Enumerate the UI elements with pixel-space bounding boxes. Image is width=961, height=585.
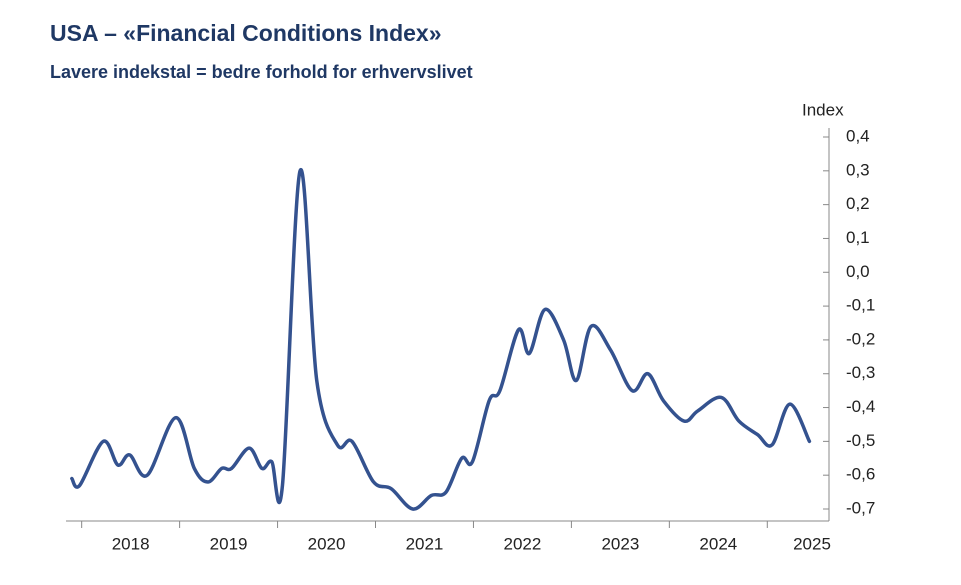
x-tick-label: 2020 (308, 534, 346, 553)
y-tick-label: -0,6 (846, 465, 875, 484)
y-tick-label: -0,5 (846, 431, 875, 450)
x-tick-label: 2023 (601, 534, 639, 553)
chart-subtitle: Lavere indekstal = bedre forhold for erh… (50, 62, 473, 82)
y-tick-label: 0,0 (846, 262, 870, 281)
x-tick-label: 2018 (112, 534, 150, 553)
y-tick-label: 0,1 (846, 228, 870, 247)
x-tick-label: 2025 (793, 534, 831, 553)
y-tick-label: -0,7 (846, 498, 875, 517)
y-tick-label: -0,1 (846, 296, 875, 315)
x-tick-label: 2019 (210, 534, 248, 553)
line-series (70, 168, 812, 511)
y-tick-label: -0,2 (846, 329, 875, 348)
x-tick-label: 2022 (504, 534, 542, 553)
y-tick-label: -0,4 (846, 397, 875, 416)
x-tick-label: 2021 (406, 534, 444, 553)
y-tick-label: 0,3 (846, 160, 870, 179)
y-tick-label: 0,2 (846, 194, 870, 213)
y-tick-label: -0,3 (846, 363, 875, 382)
x-tick-label: 2024 (699, 534, 737, 553)
y-axis-label: Index (802, 100, 844, 119)
chart-title: USA – «Financial Conditions Index» (50, 20, 442, 46)
y-tick-label: 0,4 (846, 126, 870, 145)
